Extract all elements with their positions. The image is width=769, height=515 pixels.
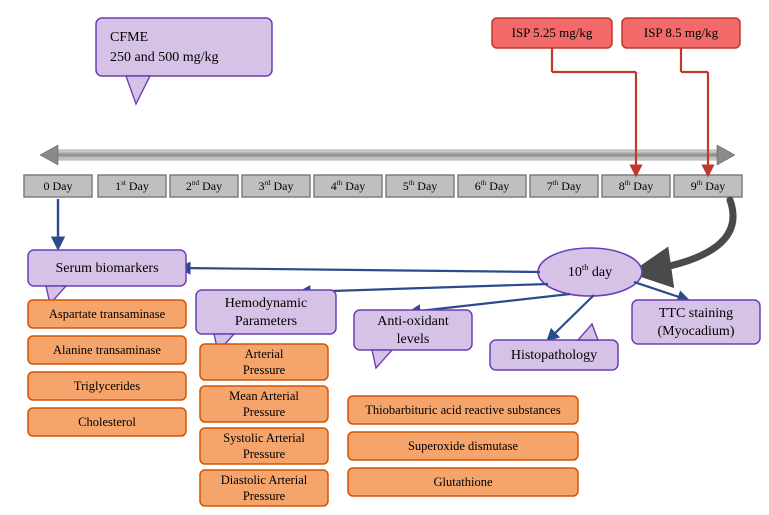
- svg-text:Pressure: Pressure: [243, 405, 286, 419]
- svg-text:Histopathology: Histopathology: [511, 348, 597, 363]
- svg-text:Thiobarbituric acid reactive s: Thiobarbituric acid reactive substances: [365, 403, 561, 417]
- svg-text:Mean Arterial: Mean Arterial: [229, 389, 299, 403]
- svg-text:Glutathione: Glutathione: [433, 475, 492, 489]
- svg-text:Parameters: Parameters: [235, 314, 297, 329]
- svg-text:Hemodynamic: Hemodynamic: [225, 296, 307, 311]
- svg-text:Pressure: Pressure: [243, 363, 286, 377]
- svg-text:250 and 500 mg/kg: 250 and 500 mg/kg: [110, 50, 219, 65]
- timeline-bar: [52, 150, 723, 160]
- day-label-7: 7th Day: [547, 179, 582, 193]
- day-label-6: 6th Day: [475, 179, 510, 193]
- svg-text:Pressure: Pressure: [243, 447, 286, 461]
- day-label-9: 9th Day: [691, 179, 726, 193]
- day-label-0: 0 Day: [44, 179, 73, 193]
- svg-text:Superoxide dismutase: Superoxide dismutase: [408, 439, 519, 453]
- svg-text:Aspartate transaminase: Aspartate transaminase: [49, 307, 166, 321]
- svg-text:Arterial: Arterial: [245, 347, 284, 361]
- category-header-2-tail: [372, 350, 392, 368]
- svg-text:TTC staining: TTC staining: [659, 306, 733, 321]
- cfme-callout: [96, 18, 272, 76]
- svg-text:Triglycerides: Triglycerides: [74, 379, 140, 393]
- svg-text:Anti-oxidant: Anti-oxidant: [377, 314, 449, 329]
- day-label-4: 4th Day: [331, 179, 366, 193]
- spoke-to-hemodynamic: [300, 284, 548, 292]
- day-label-2: 2nd Day: [186, 179, 222, 193]
- day-label-8: 8th Day: [619, 179, 654, 193]
- svg-text:Cholesterol: Cholesterol: [78, 415, 136, 429]
- curve-arrow-to-day10: [638, 200, 733, 272]
- spoke-to-serum: [180, 268, 540, 272]
- tenth-day-label: 10th day: [568, 263, 612, 280]
- svg-text:Diastolic Arterial: Diastolic Arterial: [221, 473, 308, 487]
- svg-text:Pressure: Pressure: [243, 489, 286, 503]
- svg-text:Systolic Arterial: Systolic Arterial: [223, 431, 305, 445]
- svg-text:Alanine transaminase: Alanine transaminase: [53, 343, 161, 357]
- timeline-arrow-left: [40, 145, 58, 165]
- svg-text:Serum biomarkers: Serum biomarkers: [55, 261, 158, 276]
- spoke-to-ttc: [634, 282, 688, 300]
- day-label-5: 5th Day: [403, 179, 438, 193]
- cfme-callout-tail: [126, 76, 150, 104]
- category-header-3-tail: [578, 324, 598, 340]
- svg-text:CFME: CFME: [110, 30, 148, 45]
- day-label-3: 3rd Day: [259, 179, 294, 193]
- svg-text:levels: levels: [397, 332, 430, 347]
- day-label-1: 1st Day: [115, 179, 149, 193]
- svg-text:(Myocadium): (Myocadium): [658, 324, 735, 339]
- timeline-arrow-right: [717, 145, 735, 165]
- svg-text:ISP 8.5 mg/kg: ISP 8.5 mg/kg: [644, 25, 719, 40]
- svg-text:ISP 5.25 mg/kg: ISP 5.25 mg/kg: [512, 25, 593, 40]
- diagram-canvas: 0 Day 1st Day 2nd Day 3rd Day 4th Day 5th Day…: [0, 0, 769, 515]
